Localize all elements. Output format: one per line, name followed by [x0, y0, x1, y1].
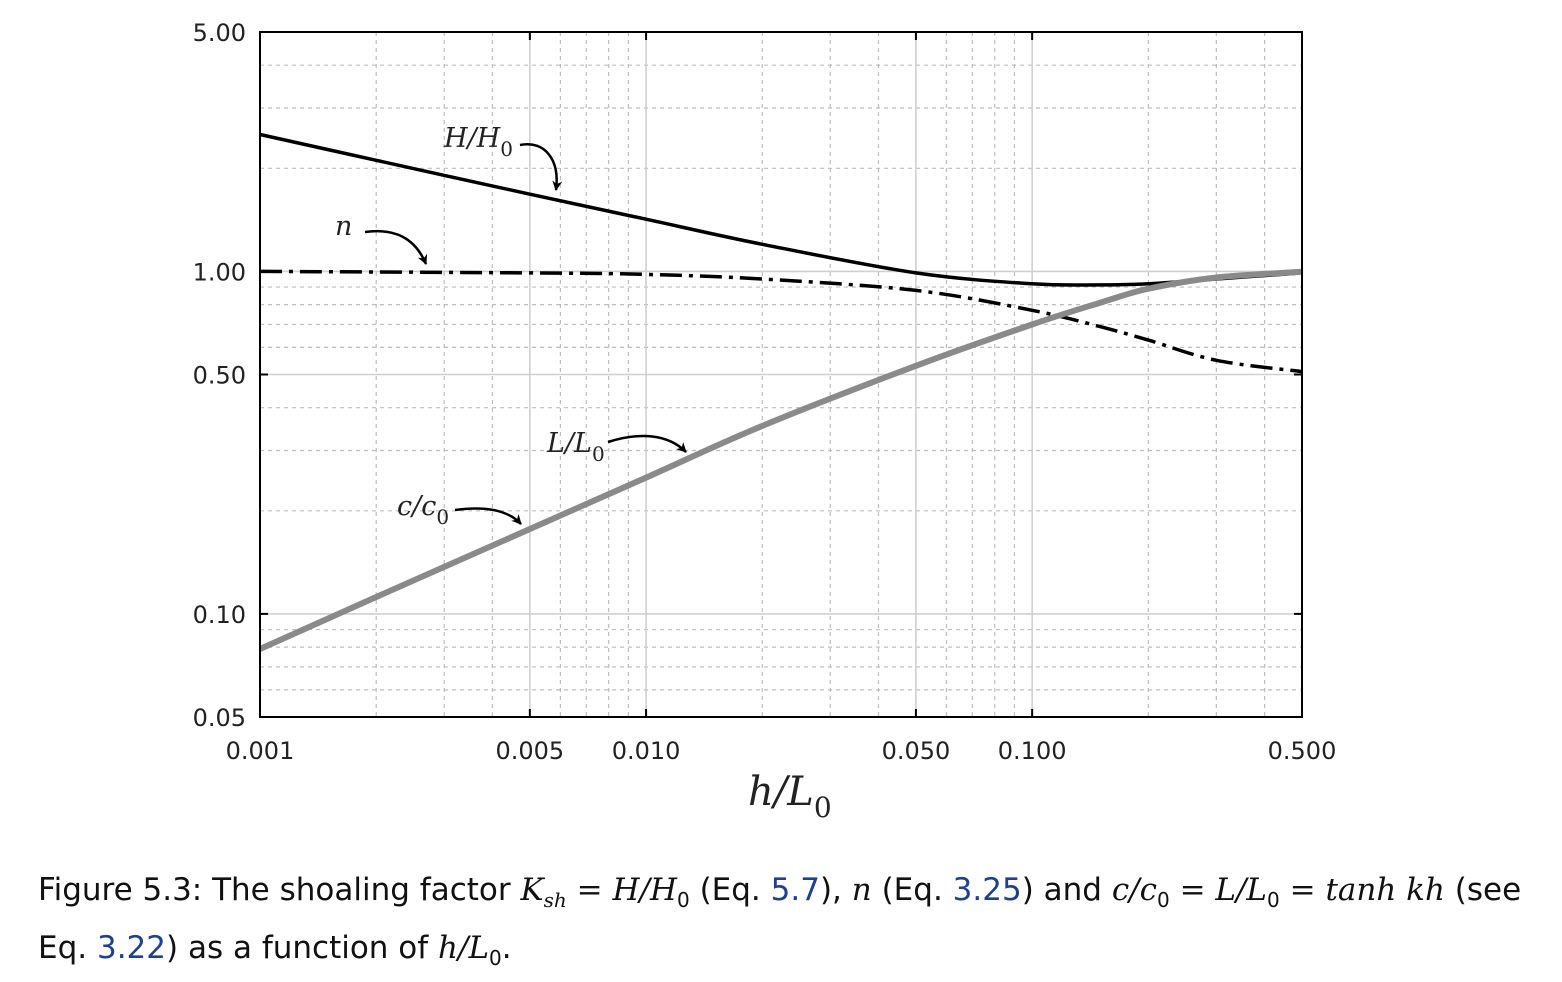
series-line-1 — [259, 269, 1303, 374]
arrow-h-h0 — [519, 142, 563, 191]
y-tick-label: 0.05 — [193, 704, 246, 732]
annotation-n: n — [335, 211, 352, 242]
x-axis-label: h/L0 — [748, 769, 832, 824]
series-line-2 — [258, 268, 1303, 652]
y-tick-label: 0.10 — [193, 601, 246, 629]
arrow-c-c0 — [454, 507, 522, 525]
annotation-c-c0: c/c0 — [397, 491, 449, 529]
ref-eq-3-25[interactable]: 3.25 — [952, 872, 1022, 908]
figure-caption: Figure 5.3: The shoaling factor Ksh = H/… — [38, 872, 1522, 971]
series-line-0 — [259, 132, 1303, 287]
x-tick-label: 0.005 — [495, 737, 564, 765]
plot-frame — [259, 31, 1303, 718]
y-tick-label: 1.00 — [193, 258, 246, 286]
x-tick-label: 0.010 — [612, 737, 681, 765]
x-tick-label: 0.050 — [882, 737, 951, 765]
annotation-l-l0: L/L0 — [546, 428, 605, 466]
ref-eq-5-7[interactable]: 5.7 — [770, 872, 820, 908]
x-tick-label: 0.001 — [226, 737, 295, 765]
shoaling-factor-chart: 0.001 0.005 0.010 0.050 0.100 0.500 5.00 1.00 0.… — [193, 19, 1337, 824]
y-tick-label: 0.50 — [193, 362, 246, 390]
x-tick-label: 0.500 — [1268, 737, 1337, 765]
annotation-h-h0: H/H0 — [443, 123, 513, 161]
series-group — [258, 132, 1303, 652]
x-tick-label: 0.100 — [998, 737, 1067, 765]
arrow-l-l0 — [607, 434, 687, 453]
arrow-n — [364, 229, 428, 265]
ref-eq-3-22[interactable]: 3.22 — [96, 930, 167, 967]
y-tick-label: 5.00 — [193, 19, 246, 47]
grid — [259, 31, 1303, 718]
tick-labels: 0.001 0.005 0.010 0.050 0.100 0.500 5.00 1.00 0.… — [193, 19, 1337, 765]
